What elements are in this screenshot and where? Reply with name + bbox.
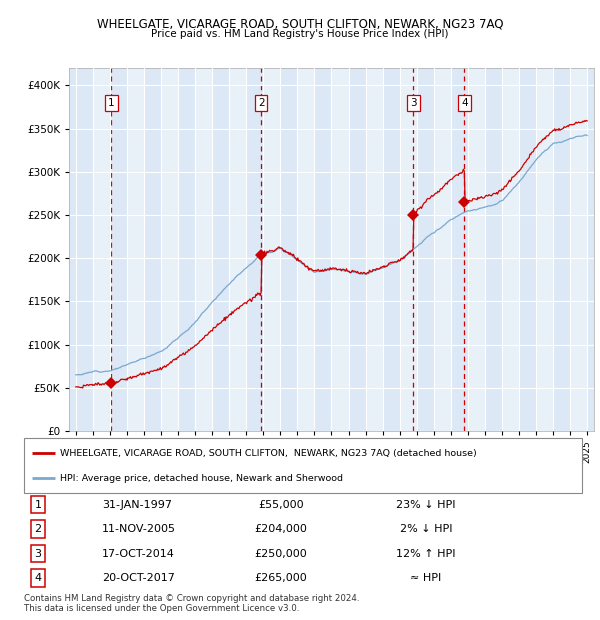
Bar [570,68,587,431]
Bar [434,68,451,431]
Text: £55,000: £55,000 [258,500,304,510]
Text: 2% ↓ HPI: 2% ↓ HPI [400,524,452,534]
Text: 23% ↓ HPI: 23% ↓ HPI [396,500,455,510]
Text: Price paid vs. HM Land Registry's House Price Index (HPI): Price paid vs. HM Land Registry's House … [151,29,449,39]
Text: 1: 1 [34,500,41,510]
Bar [502,68,519,431]
Text: 4: 4 [34,573,41,583]
Bar [536,68,553,431]
Bar [161,68,178,431]
Text: £265,000: £265,000 [254,573,307,583]
Bar [263,68,280,431]
Bar [229,68,246,431]
Bar [331,68,349,431]
Text: 20-OCT-2017: 20-OCT-2017 [102,573,175,583]
Text: £204,000: £204,000 [254,524,307,534]
Bar [365,68,383,431]
Bar [127,68,144,431]
Text: 3: 3 [34,549,41,559]
Bar [400,68,417,431]
Text: 4: 4 [461,98,468,108]
Text: HPI: Average price, detached house, Newark and Sherwood: HPI: Average price, detached house, Newa… [60,474,343,482]
Text: ≈ HPI: ≈ HPI [410,573,442,583]
Text: WHEELGATE, VICARAGE ROAD, SOUTH CLIFTON,  NEWARK, NG23 7AQ (detached house): WHEELGATE, VICARAGE ROAD, SOUTH CLIFTON,… [60,449,477,458]
Bar [93,68,110,431]
Bar [298,68,314,431]
Text: WHEELGATE, VICARAGE ROAD, SOUTH CLIFTON, NEWARK, NG23 7AQ: WHEELGATE, VICARAGE ROAD, SOUTH CLIFTON,… [97,17,503,30]
Text: 2: 2 [258,98,265,108]
Text: 31-JAN-1997: 31-JAN-1997 [102,500,172,510]
Text: 1: 1 [108,98,115,108]
Text: £250,000: £250,000 [254,549,307,559]
Bar [468,68,485,431]
Text: 17-OCT-2014: 17-OCT-2014 [102,549,175,559]
Text: 2: 2 [34,524,41,534]
Text: Contains HM Land Registry data © Crown copyright and database right 2024.
This d: Contains HM Land Registry data © Crown c… [24,594,359,613]
Text: 12% ↑ HPI: 12% ↑ HPI [396,549,455,559]
Bar [195,68,212,431]
Text: 3: 3 [410,98,416,108]
Text: 11-NOV-2005: 11-NOV-2005 [102,524,176,534]
